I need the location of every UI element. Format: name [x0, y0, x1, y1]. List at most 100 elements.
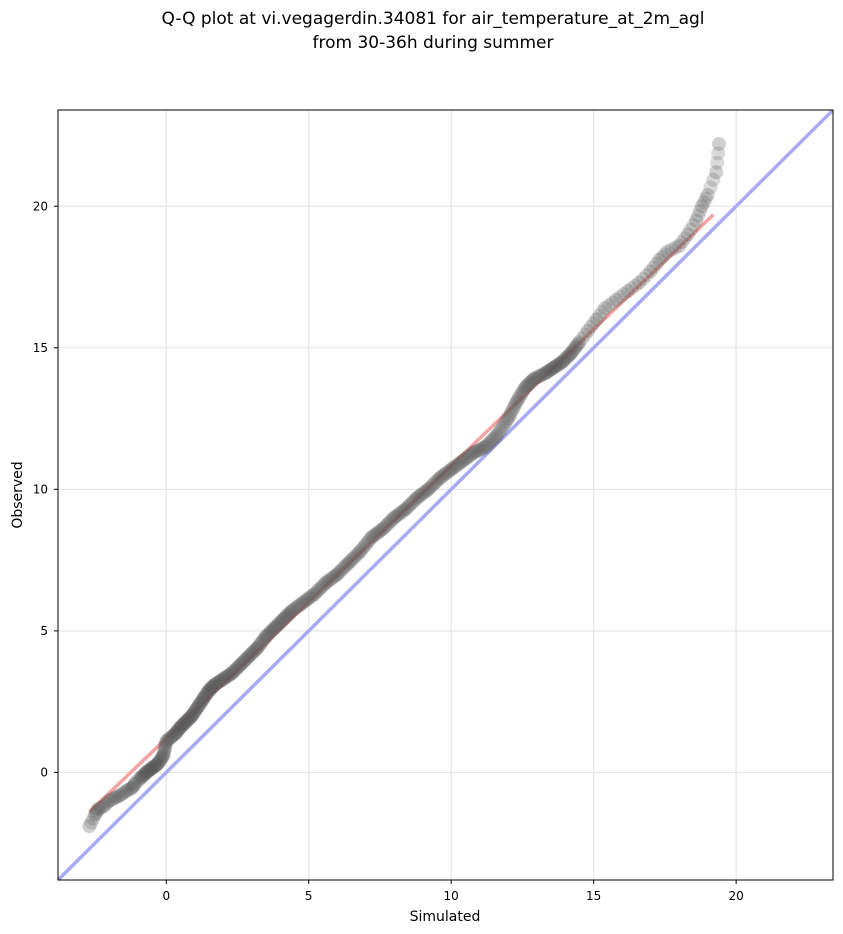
- quantile-point: [149, 758, 164, 773]
- quantile-point: [374, 523, 389, 538]
- quantile-point: [338, 559, 353, 574]
- quantile-point: [620, 284, 635, 299]
- quantile-point: [513, 388, 528, 403]
- quantile-point: [326, 569, 341, 584]
- quantile-point: [484, 433, 499, 448]
- quantile-point: [191, 699, 206, 714]
- quantile-point: [330, 567, 345, 582]
- quantile-point: [632, 275, 647, 290]
- quantile-point: [82, 819, 97, 834]
- quantile-point: [700, 187, 715, 202]
- quantile-point: [518, 380, 533, 395]
- quantile-point: [339, 557, 354, 572]
- quantile-point: [706, 172, 721, 187]
- quantile-point: [452, 456, 467, 471]
- quantile-point: [107, 790, 122, 805]
- quantile-point: [143, 762, 158, 777]
- quantile-point: [520, 378, 535, 392]
- quantile-point: [566, 343, 581, 358]
- quantile-point: [388, 509, 403, 524]
- quantile-point: [188, 702, 203, 717]
- quantile-point: [158, 736, 173, 751]
- quantile-point: [89, 804, 104, 819]
- quantile-point: [517, 382, 532, 397]
- quantile-point: [212, 674, 227, 689]
- quantile-point: [271, 617, 286, 632]
- quantile-point: [556, 353, 571, 368]
- quantile-point: [94, 800, 109, 815]
- quantile-point: [289, 600, 304, 615]
- quantile-point: [216, 672, 231, 687]
- quantile-point: [156, 748, 171, 763]
- quantile-point: [267, 621, 282, 636]
- x-tick-label: 10: [444, 889, 459, 903]
- quantile-point: [168, 726, 183, 741]
- quantile-point: [233, 657, 248, 672]
- quantile-point: [343, 554, 358, 569]
- quantile-point: [592, 308, 607, 323]
- quantile-point: [395, 504, 410, 519]
- quantile-point: [646, 260, 661, 275]
- quantile-point: [238, 653, 253, 667]
- quantile-point: [142, 763, 157, 777]
- quantile-point: [126, 779, 141, 794]
- quantile-point: [240, 650, 255, 665]
- quantile-point: [429, 474, 444, 489]
- quantile-point: [187, 705, 202, 720]
- quantile-point: [710, 155, 725, 170]
- quantile-point: [586, 316, 601, 331]
- quantile-point: [217, 671, 232, 686]
- quantile-point: [655, 250, 670, 265]
- quantile-point: [282, 606, 297, 621]
- quantile-point: [563, 346, 578, 361]
- quantile-point: [138, 766, 153, 781]
- quantile-point: [609, 292, 624, 307]
- quantile-point: [125, 780, 140, 795]
- quantile-point: [333, 564, 348, 579]
- quantile-point: [497, 416, 512, 431]
- quantile-point: [193, 696, 208, 711]
- quantile-point: [462, 449, 477, 464]
- quantile-point: [664, 242, 679, 257]
- quantile-point: [313, 580, 328, 595]
- quantile-point: [489, 428, 504, 443]
- reference-lines: [58, 110, 833, 880]
- y-axis-label: Observed: [10, 461, 26, 528]
- quantile-point: [526, 371, 541, 386]
- quantile-point: [180, 713, 195, 728]
- quantile-point: [375, 521, 390, 536]
- quantile-point: [547, 359, 562, 374]
- quantile-point: [251, 639, 266, 654]
- quantile-point: [480, 438, 495, 453]
- quantile-point: [359, 536, 374, 551]
- quantile-point: [572, 335, 587, 350]
- quantile-point: [390, 508, 405, 523]
- quantile-point: [90, 802, 105, 817]
- quantile-point: [336, 560, 351, 575]
- quantile-point: [215, 672, 230, 687]
- quantile-point: [416, 485, 431, 500]
- quantile-point: [496, 418, 511, 433]
- quantile-point: [382, 515, 397, 530]
- quantile-point: [158, 740, 173, 755]
- quantile-point: [257, 631, 272, 646]
- quantile-point: [458, 451, 473, 466]
- axis-ticks: 0 5 10 15 20 0 5 10 15 20: [33, 199, 744, 903]
- quantile-point: [100, 795, 115, 810]
- quantile-point: [712, 136, 727, 151]
- quantile-point: [200, 685, 215, 700]
- quantile-point: [411, 489, 426, 504]
- quantile-point: [575, 331, 590, 346]
- quantile-point: [162, 731, 177, 746]
- quantile-point: [554, 355, 569, 370]
- quantile-point: [226, 665, 241, 680]
- quantile-point: [221, 668, 236, 683]
- quantile-point: [370, 525, 385, 540]
- quantile-point: [291, 599, 306, 614]
- quantile-point: [173, 720, 188, 735]
- quantile-point: [567, 341, 582, 356]
- quantile-point: [445, 461, 460, 476]
- quantile-point: [403, 497, 418, 512]
- quantile-point: [450, 457, 465, 472]
